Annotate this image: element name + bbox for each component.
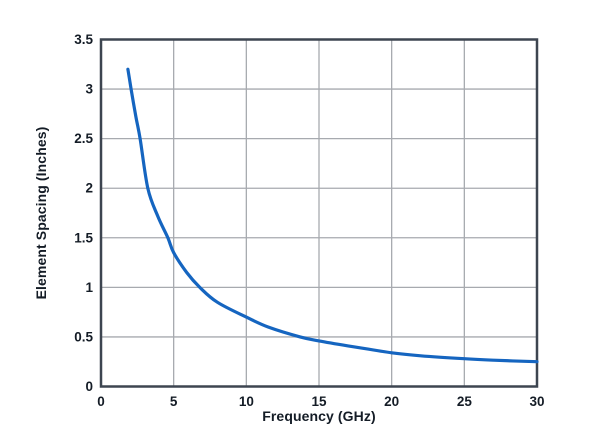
y-tick-label-1.5: 1.5 — [74, 230, 93, 245]
spacing-curve — [126, 67, 539, 364]
x-axis-title: Frequency (GHz) — [262, 408, 376, 424]
y-axis-title: Element Spacing (Inches) — [33, 126, 49, 300]
x-tick-label-20: 20 — [384, 394, 399, 409]
y-tick-label-2.5: 2.5 — [74, 131, 93, 146]
y-tick-label-3: 3 — [85, 82, 93, 97]
y-tick-label-0: 0 — [85, 379, 93, 394]
x-tick-label-25: 25 — [457, 394, 473, 409]
y-tick-label-2: 2 — [85, 181, 93, 196]
x-tick-label-15: 15 — [311, 394, 327, 409]
plot-border — [99, 38, 539, 388]
y-tick-label-1: 1 — [85, 280, 93, 295]
x-tick-label-10: 10 — [239, 394, 254, 409]
y-tick-label-3.5: 3.5 — [74, 32, 93, 47]
x-tick-label-5: 5 — [170, 394, 178, 409]
y-tick-label-0.5: 0.5 — [74, 329, 93, 344]
x-tick-label-0: 0 — [97, 394, 105, 409]
x-tick-label-30: 30 — [529, 394, 544, 409]
